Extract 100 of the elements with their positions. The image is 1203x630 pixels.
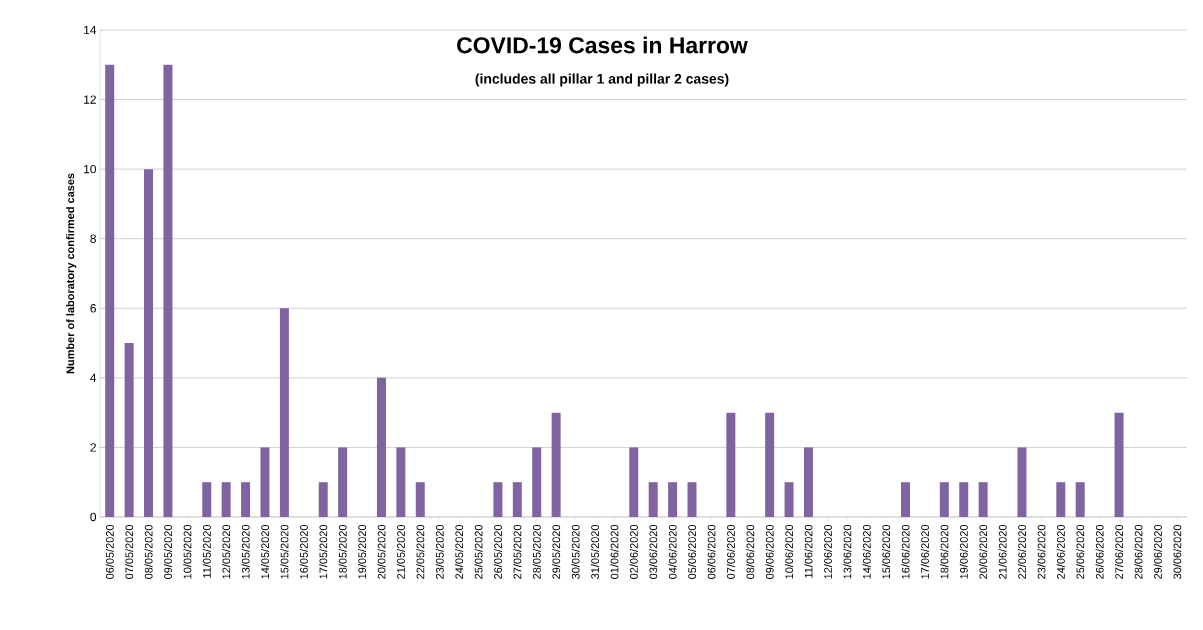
y-tick-label: 10	[84, 164, 97, 174]
y-tick-label: 0	[90, 512, 97, 522]
bar	[163, 64, 173, 517]
x-tick-label: 18/05/2020	[338, 524, 347, 579]
bar	[493, 482, 503, 517]
x-tick-label: 26/06/2020	[1095, 524, 1104, 579]
bar	[939, 482, 949, 517]
y-tick-label: 14	[84, 25, 97, 35]
bar	[338, 447, 348, 517]
chart-title: COVID-19 Cases in Harrow	[457, 36, 748, 54]
x-tick-label: 20/06/2020	[979, 524, 988, 579]
x-tick-label: 08/06/2020	[746, 524, 755, 579]
text: (includes all pillar 1 and pillar 2 cases)	[475, 73, 729, 87]
bar	[765, 412, 775, 517]
x-tick-label: 16/06/2020	[901, 524, 910, 579]
x-tick-label: 22/06/2020	[1017, 524, 1026, 579]
x-tick-label: 01/06/2020	[610, 524, 619, 579]
bar	[415, 482, 425, 517]
x-tick-label: 22/05/2020	[416, 524, 425, 579]
x-tick-label: 15/05/2020	[280, 524, 289, 579]
x-tick-label: 30/06/2020	[1173, 524, 1182, 579]
bar	[376, 377, 386, 517]
bar	[1017, 447, 1027, 517]
x-tick-label: 30/05/2020	[571, 524, 580, 579]
bar	[221, 482, 231, 517]
x-tick-label: 26/05/2020	[493, 524, 502, 579]
x-tick-label: 13/05/2020	[241, 524, 250, 579]
x-tick-label: 25/05/2020	[474, 524, 483, 579]
bar	[260, 447, 270, 517]
bar	[726, 412, 736, 517]
x-tick-label: 06/06/2020	[707, 524, 716, 579]
x-tick-label: 13/06/2020	[843, 524, 852, 579]
x-tick-label: 29/05/2020	[552, 524, 561, 579]
x-tick-label: 19/06/2020	[959, 524, 968, 579]
bar	[901, 482, 911, 517]
y-tick-label: 2	[90, 443, 96, 452]
bar	[959, 482, 969, 517]
x-tick-label: 08/05/2020	[144, 524, 153, 579]
x-tick-label: 18/06/2020	[940, 524, 949, 579]
x-tick-label: 29/06/2020	[1153, 524, 1162, 579]
bar	[241, 482, 251, 517]
x-tick-label: 25/06/2020	[1076, 524, 1085, 579]
y-axis-title: Number of laboratory confirmed cases	[66, 173, 77, 374]
x-tick-label: 05/06/2020	[687, 524, 697, 579]
bar	[144, 169, 154, 517]
x-tick-label: 23/06/2020	[1037, 524, 1046, 579]
x-tick-label: 06/05/2020	[105, 524, 114, 579]
y-tick-label: 12	[84, 95, 96, 104]
bar	[1114, 412, 1124, 517]
x-tick-label: 19/05/2020	[358, 524, 367, 579]
x-tick-label: 28/05/2020	[532, 524, 541, 579]
x-tick-label: 03/06/2020	[649, 524, 658, 579]
x-tick-label: 21/06/2020	[998, 524, 1007, 579]
x-tick-label: 21/05/2020	[396, 524, 405, 579]
bar	[629, 447, 639, 517]
bar	[687, 482, 697, 517]
y-tick-label: 6	[90, 304, 96, 313]
x-tick-label: 11/06/2020	[804, 524, 813, 578]
x-tick-label: 17/05/2020	[319, 524, 328, 579]
x-tick-label: 07/05/2020	[125, 524, 134, 579]
x-tick-label: 09/06/2020	[765, 524, 774, 579]
x-tick-label: 23/05/2020	[435, 524, 444, 579]
x-tick-label: 17/06/2020	[920, 524, 929, 579]
x-tick-label: 24/05/2020	[455, 524, 464, 579]
x-tick-label: 27/06/2020	[1115, 524, 1124, 579]
bar	[648, 482, 658, 517]
x-tick-label: 16/05/2020	[299, 524, 308, 579]
x-tick-label: 15/06/2020	[882, 524, 891, 579]
x-tick-label: 11/05/2020	[202, 524, 211, 578]
x-tick-label: 24/06/2020	[1056, 524, 1065, 579]
x-tick-label: 04/06/2020	[668, 524, 677, 579]
x-tick-label: 31/05/2020	[590, 524, 599, 579]
x-tick-label: 27/05/2020	[513, 524, 522, 579]
x-tick-label: 10/06/2020	[785, 524, 794, 579]
y-tick-label: 4	[90, 373, 97, 382]
bar	[978, 482, 988, 517]
bar	[105, 64, 115, 517]
x-tick-label: 14/06/2020	[862, 524, 871, 579]
bar	[1056, 482, 1066, 517]
x-tick-label: 09/05/2020	[163, 524, 172, 579]
x-tick-label: 12/05/2020	[222, 524, 231, 579]
bar	[668, 482, 678, 517]
bar	[784, 482, 794, 517]
bar	[551, 412, 561, 517]
x-tick-label: 12/06/2020	[823, 524, 832, 579]
bar	[202, 482, 212, 517]
x-tick-label: 28/06/2020	[1134, 524, 1143, 579]
y-tick-label: 8	[90, 234, 96, 243]
x-tick-label: 20/05/2020	[377, 524, 386, 579]
bar	[532, 447, 542, 517]
x-tick-label: 07/06/2020	[726, 524, 735, 579]
bar	[512, 482, 522, 517]
bar	[803, 447, 813, 517]
x-tick-label: 10/05/2020	[183, 524, 192, 579]
bar	[318, 482, 328, 517]
bar	[396, 447, 406, 517]
bar	[124, 343, 134, 517]
bar	[1075, 482, 1085, 517]
x-tick-label: 14/05/2020	[260, 524, 270, 579]
bar	[279, 308, 289, 517]
